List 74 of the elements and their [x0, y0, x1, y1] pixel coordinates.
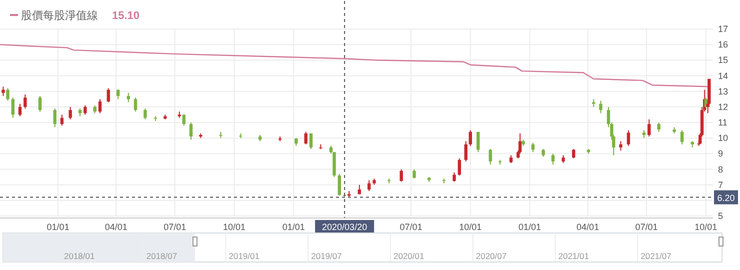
candlestick: [38, 96, 42, 112]
candlestick: [189, 122, 193, 140]
y-tick-label: 8: [718, 164, 724, 174]
candlestick: [452, 172, 456, 182]
text: 2021/07: [640, 251, 672, 261]
y-tick-label: 10: [718, 133, 728, 144]
x-tick-label: 10/01: [694, 222, 718, 232]
candlestick: [24, 94, 27, 109]
candlestick: [126, 92, 130, 103]
y-tick-label: 9: [718, 148, 724, 159]
x-tick-label: 01/01: [46, 222, 70, 232]
candlestick: [98, 98, 102, 114]
x-tick-label: 07/01: [635, 222, 658, 232]
x-tick-label: 10/01: [222, 222, 246, 232]
x-tick-label: 01/01: [282, 222, 305, 232]
candlestick: [619, 140, 622, 152]
candlestick: [182, 114, 186, 126]
candlestick: [458, 158, 462, 176]
candlestick: [400, 168, 403, 182]
candlestick: [68, 106, 72, 120]
y-tick-label: 5: [718, 211, 724, 221]
y-tick-label: 17: [718, 24, 728, 34]
text: 2021/01: [558, 251, 590, 261]
candlestick: [367, 180, 371, 192]
candlestick: [680, 130, 684, 145]
x-tick-label: 04/01: [576, 222, 600, 232]
candlestick: [2, 86, 5, 97]
x-tick-label: 07/01: [400, 222, 422, 232]
x-tick-label: 07/01: [164, 222, 186, 232]
x-tick-label: 04/01: [104, 222, 128, 232]
y-tick-label: 7: [718, 180, 724, 190]
ref-line-label: 2020/03/20: [322, 222, 368, 232]
candlestick: [626, 130, 630, 146]
candlestick: [476, 131, 480, 153]
candlestick: [134, 97, 138, 112]
candlestick: [53, 108, 56, 128]
candlestick: [60, 114, 64, 126]
y-tick-label: 13: [718, 86, 728, 96]
text: 2018/07: [146, 251, 178, 261]
candlestick: [468, 130, 472, 146]
candlestick: [412, 168, 416, 180]
candlestick: [11, 97, 15, 118]
candlestick: [84, 104, 87, 116]
candlestick: [657, 122, 660, 132]
candlestick: [464, 140, 468, 162]
candlestick: [304, 131, 308, 145]
candlestick: [551, 153, 555, 166]
candlestick: [144, 108, 147, 120]
y-tick-label: 16: [718, 40, 728, 50]
y-tick-label: 12: [718, 102, 728, 112]
candlestick: [18, 103, 22, 117]
candlestick: [531, 142, 535, 153]
text: 15.10: [112, 10, 140, 22]
candlestick: [309, 132, 313, 150]
y-tick-label: 11: [718, 118, 728, 128]
text: 2018/01: [64, 251, 95, 261]
text: 2020/01: [394, 251, 424, 261]
text: 2019/07: [311, 251, 342, 261]
x-tick-label: 01/01: [518, 222, 542, 232]
x-tick-label: 10/01: [459, 222, 482, 232]
candlestick: [518, 132, 522, 154]
candlestick: [572, 148, 576, 159]
text: 2020/07: [476, 251, 507, 261]
candlestick: [106, 88, 110, 103]
y-tick-label: 15: [718, 55, 728, 66]
candlestick: [648, 118, 651, 138]
candlestick: [6, 88, 10, 102]
ref-line-label: 6.20: [717, 192, 735, 203]
candlestick: [338, 173, 341, 196]
candlestick: [488, 148, 492, 166]
legend-label: 股價每股淨值線: [21, 10, 98, 22]
text: 2019/01: [228, 251, 260, 261]
y-tick-label: 14: [718, 70, 728, 81]
candlestick: [599, 100, 602, 114]
